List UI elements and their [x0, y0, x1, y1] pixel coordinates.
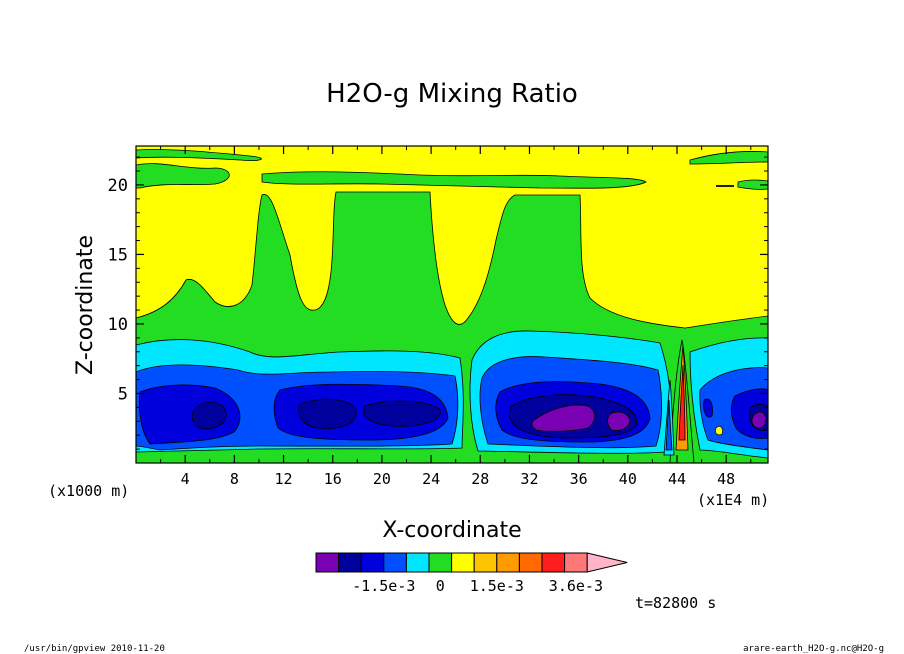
colorbar-swatch: [383, 552, 407, 573]
colorbar: [315, 552, 628, 573]
colorbar-swatch: [496, 552, 520, 573]
colorbar-swatch: [564, 552, 588, 573]
x-tick-label: 12: [275, 470, 293, 488]
x-tick-label: 28: [471, 470, 489, 488]
y-tick-label: 10: [108, 315, 128, 335]
x-tick-label: 20: [373, 470, 391, 488]
colorbar-label: 3.6e-3: [549, 577, 603, 595]
y-axis-label: Z-coordinate: [73, 235, 98, 375]
footer-left: /usr/bin/gpview 2010-11-20: [24, 644, 165, 654]
colorbar-swatch: [518, 552, 543, 573]
x-axis-label: X-coordinate: [382, 518, 521, 543]
colorbar-swatch: [451, 552, 475, 573]
colorbar-swatch: [473, 552, 498, 573]
x-tick-label: 44: [668, 470, 686, 488]
x-tick-label: 36: [570, 470, 588, 488]
y-tick-label: 5: [118, 384, 128, 404]
x-unit-right: (x1E4 m): [697, 491, 769, 509]
colorbar-swatch: [428, 552, 453, 573]
x-axis: 4 8 12 16 20 24 28 32 36 40 44 48: [160, 146, 752, 488]
plot-area: [136, 146, 768, 463]
x-tick-label: 8: [230, 470, 239, 488]
chart-title: H2O-g Mixing Ratio: [326, 79, 578, 109]
y-tick-label: 20: [108, 176, 128, 196]
y-axis: 5 10 15 20: [108, 156, 768, 450]
y-tick-label: 15: [108, 245, 128, 265]
x-tick-label: 4: [181, 470, 190, 488]
x-tick-label: 40: [619, 470, 637, 488]
x-tick-label: 16: [324, 470, 342, 488]
colorbar-swatch: [315, 552, 340, 573]
colorbar-label: 1.5e-3: [470, 577, 524, 595]
colorbar-labels: -1.5e-3 0 1.5e-3 3.6e-3: [352, 577, 603, 595]
x-tick-label: 24: [422, 470, 440, 488]
colorbar-swatch: [360, 552, 385, 573]
colorbar-swatch: [405, 552, 430, 573]
colorbar-swatch: [541, 552, 566, 573]
colorbar-label: -1.5e-3: [352, 577, 415, 595]
time-label: t=82800 s: [635, 594, 716, 612]
x-tick-label: 32: [520, 470, 538, 488]
plot-frame: [135, 145, 769, 464]
colorbar-arrow: [586, 552, 628, 573]
footer-right: arare-earth_H2O-g.nc@H2O-g: [743, 644, 884, 654]
colorbar-swatch: [338, 552, 362, 573]
x-tick-label: 48: [717, 470, 735, 488]
colorbar-label: 0: [436, 577, 445, 595]
x-unit-left: (x1000 m): [48, 482, 129, 500]
